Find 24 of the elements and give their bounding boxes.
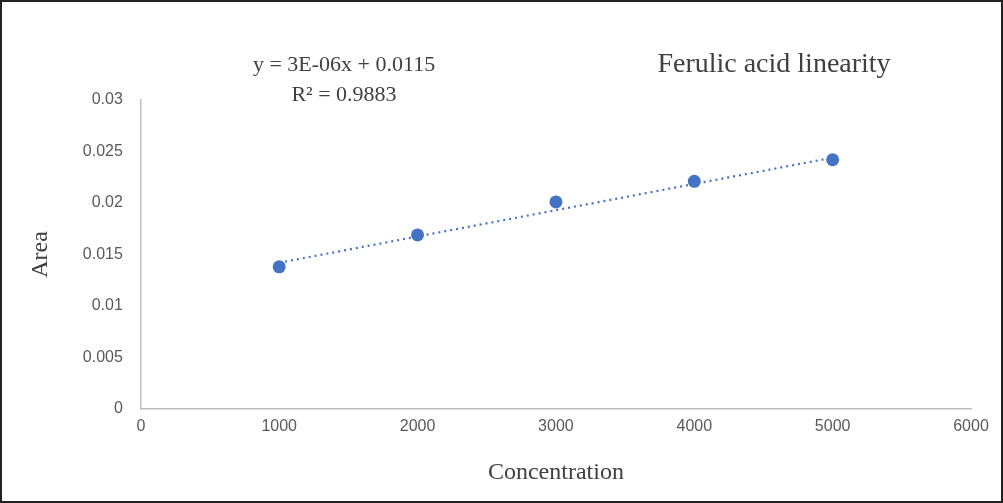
chart-title: Ferulic acid linearity [657, 47, 891, 79]
y-tick-label: 0.005 [82, 347, 123, 365]
text: y = 3E-06x + 0.0115 [252, 50, 436, 76]
y-tick-label: 0.03 [91, 90, 123, 108]
x-tick-label: 2000 [399, 417, 436, 435]
point [411, 228, 425, 242]
x-axis-title: Concentration [487, 457, 624, 484]
y-tick-label: 0.025 [82, 141, 123, 159]
annotation: R² = 0.9883 [291, 80, 397, 106]
point [826, 153, 840, 167]
x-tick-label: 6000 [953, 417, 989, 435]
x-tick-label: 4000 [676, 417, 713, 435]
y-tick-label: 0.02 [91, 193, 123, 211]
x-tick-label: 3000 [538, 417, 574, 435]
x-tick-label: 0 [136, 417, 146, 435]
y-tick-label: 0 [113, 399, 123, 417]
point [272, 260, 286, 274]
point [687, 174, 701, 188]
point [549, 195, 563, 209]
y-tick-label: 0.01 [91, 296, 123, 314]
y-axis-title: Area [25, 230, 52, 278]
x-tick-label: 1000 [261, 417, 298, 435]
y-tick-label: 0.015 [82, 244, 123, 262]
x-tick-label: 5000 [814, 417, 851, 435]
